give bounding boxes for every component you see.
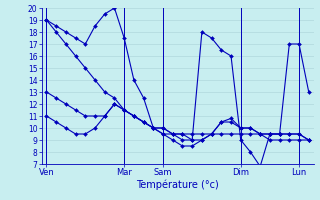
X-axis label: Température (°c): Température (°c) xyxy=(136,180,219,190)
